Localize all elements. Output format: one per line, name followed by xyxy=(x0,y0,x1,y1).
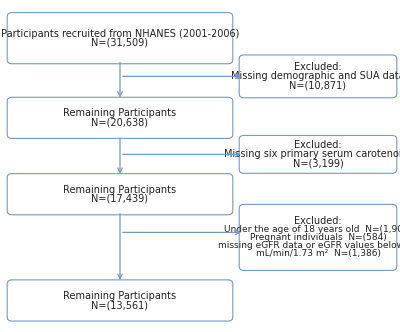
Text: Excluded:: Excluded: xyxy=(294,216,342,226)
Text: Excluded:: Excluded: xyxy=(294,140,342,150)
Text: Remaining Participants: Remaining Participants xyxy=(64,108,176,118)
FancyBboxPatch shape xyxy=(7,280,233,321)
Text: N=(17,439): N=(17,439) xyxy=(92,194,148,204)
Text: N=(20,638): N=(20,638) xyxy=(92,118,148,127)
Text: N=(3,199): N=(3,199) xyxy=(293,158,343,168)
Text: N=(13,561): N=(13,561) xyxy=(92,300,148,310)
Text: Missing six primary serum carotenoids: Missing six primary serum carotenoids xyxy=(224,149,400,159)
Text: Excluded:: Excluded: xyxy=(294,62,342,72)
FancyBboxPatch shape xyxy=(239,205,397,270)
Text: Remaining Participants: Remaining Participants xyxy=(64,185,176,195)
FancyBboxPatch shape xyxy=(239,135,397,173)
Text: Participants recruited from NHANES (2001-2006): Participants recruited from NHANES (2001… xyxy=(1,29,239,39)
Text: N=(31,509): N=(31,509) xyxy=(92,38,148,48)
Text: missing eGFR data or eGFR values below 60: missing eGFR data or eGFR values below 6… xyxy=(218,241,400,250)
Text: Remaining Participants: Remaining Participants xyxy=(64,291,176,301)
Text: Pregnant individuals  N=(584): Pregnant individuals N=(584) xyxy=(250,233,386,242)
FancyBboxPatch shape xyxy=(239,55,397,98)
Text: N=(10,871): N=(10,871) xyxy=(290,80,346,90)
Text: mL/min/1.73 m²  N=(1,386): mL/min/1.73 m² N=(1,386) xyxy=(256,249,380,258)
Text: Missing demographic and SUA data: Missing demographic and SUA data xyxy=(231,71,400,81)
FancyBboxPatch shape xyxy=(7,13,233,64)
Text: Under the age of 18 years old  N=(1,908): Under the age of 18 years old N=(1,908) xyxy=(224,225,400,234)
FancyBboxPatch shape xyxy=(7,97,233,138)
FancyBboxPatch shape xyxy=(7,174,233,215)
